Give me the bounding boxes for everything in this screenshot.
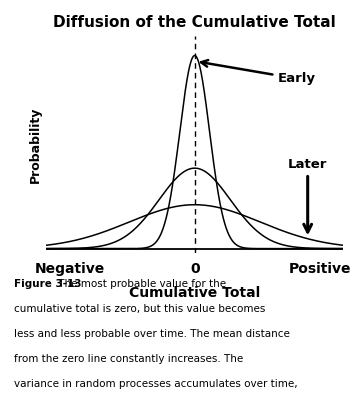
Text: cumulative total is zero, but this value becomes: cumulative total is zero, but this value… [14,304,266,314]
Title: Diffusion of the Cumulative Total: Diffusion of the Cumulative Total [53,15,336,30]
Text: variance in random processes accumulates over time,: variance in random processes accumulates… [14,379,298,389]
Y-axis label: Probability: Probability [29,107,42,183]
Text: Figure 3-13: Figure 3-13 [14,279,82,289]
Text: from the zero line constantly increases. The: from the zero line constantly increases.… [14,354,244,364]
Text: less and less probable over time. The mean distance: less and less probable over time. The me… [14,329,290,339]
Text: Early: Early [201,60,316,85]
Text: Later: Later [288,158,327,232]
Text: 0: 0 [190,262,200,276]
Text: The most probable value for the: The most probable value for the [55,279,226,289]
Text: Negative: Negative [35,262,105,276]
Text: Cumulative Total: Cumulative Total [129,286,260,300]
Text: Positive: Positive [289,262,351,276]
